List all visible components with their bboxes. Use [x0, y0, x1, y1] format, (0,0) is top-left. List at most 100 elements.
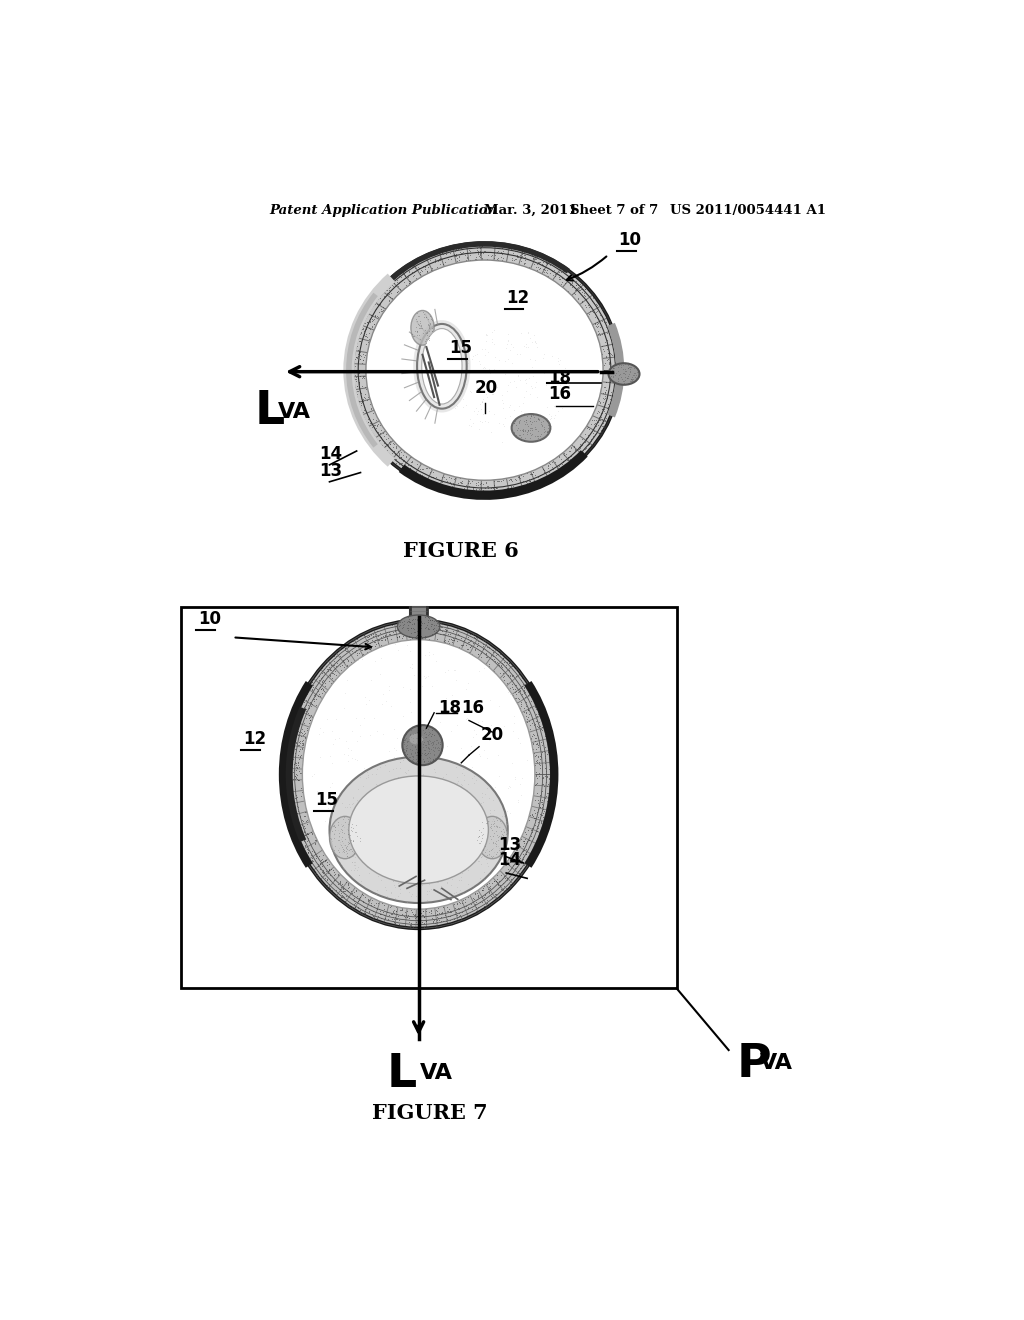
Point — [537, 421, 553, 442]
Point — [453, 471, 469, 492]
Point — [521, 368, 538, 389]
Point — [359, 843, 376, 865]
Point — [424, 676, 440, 697]
Point — [516, 429, 532, 450]
Point — [386, 444, 402, 465]
Point — [493, 246, 509, 267]
Point — [414, 726, 430, 747]
Point — [609, 374, 626, 395]
Point — [454, 799, 470, 820]
Point — [530, 411, 547, 432]
Point — [447, 628, 464, 649]
Point — [322, 878, 338, 899]
Point — [389, 792, 406, 813]
Point — [340, 876, 356, 898]
Point — [479, 855, 496, 876]
Point — [471, 833, 487, 854]
Point — [519, 477, 536, 498]
Point — [614, 358, 631, 379]
Point — [380, 908, 396, 929]
Point — [482, 246, 499, 267]
Point — [460, 841, 476, 862]
Point — [353, 322, 370, 343]
Point — [311, 665, 328, 686]
Point — [279, 777, 295, 799]
Point — [362, 635, 379, 656]
Point — [424, 319, 440, 341]
Point — [424, 801, 440, 822]
Point — [529, 256, 546, 277]
Point — [453, 851, 469, 873]
Point — [600, 321, 616, 342]
Point — [385, 622, 401, 643]
Point — [306, 763, 323, 784]
Point — [609, 374, 626, 395]
Point — [409, 830, 425, 851]
Point — [444, 631, 461, 652]
Point — [513, 249, 529, 271]
Point — [498, 656, 514, 677]
Point — [361, 900, 378, 921]
Point — [515, 836, 531, 857]
Point — [414, 809, 430, 830]
Point — [537, 467, 553, 488]
Point — [353, 392, 370, 413]
Point — [340, 824, 356, 845]
Point — [422, 730, 438, 751]
Point — [501, 375, 517, 396]
Point — [434, 480, 451, 502]
Point — [466, 772, 482, 793]
Point — [505, 337, 521, 358]
Point — [375, 793, 391, 814]
Point — [417, 618, 433, 639]
Point — [303, 850, 319, 871]
Point — [345, 630, 361, 651]
Point — [348, 347, 365, 368]
Point — [438, 244, 455, 265]
Point — [472, 486, 488, 507]
Point — [331, 826, 347, 847]
Point — [349, 791, 366, 812]
Point — [594, 298, 610, 319]
Point — [462, 408, 478, 429]
Point — [435, 789, 452, 810]
Point — [417, 263, 433, 284]
Point — [337, 796, 353, 817]
Point — [300, 840, 316, 861]
Point — [422, 306, 438, 327]
Point — [438, 909, 455, 931]
Point — [478, 845, 495, 866]
Point — [416, 751, 432, 772]
Point — [447, 479, 464, 500]
Point — [532, 246, 549, 267]
Point — [417, 644, 433, 665]
Point — [314, 859, 331, 880]
Point — [331, 644, 347, 665]
Point — [390, 774, 407, 795]
Point — [513, 668, 529, 689]
Point — [330, 665, 346, 686]
Point — [409, 628, 425, 649]
Point — [359, 626, 376, 647]
Point — [293, 725, 309, 746]
Point — [394, 450, 411, 471]
Point — [540, 808, 556, 829]
Point — [431, 249, 447, 271]
Point — [560, 457, 577, 478]
Point — [431, 242, 447, 263]
Point — [439, 632, 456, 653]
Point — [427, 248, 443, 269]
Point — [470, 635, 486, 656]
Point — [349, 649, 366, 671]
Point — [375, 912, 391, 933]
Point — [432, 711, 449, 733]
Point — [351, 830, 368, 851]
Point — [359, 890, 376, 911]
Point — [550, 347, 566, 368]
Point — [506, 412, 522, 433]
Point — [372, 903, 388, 924]
Point — [313, 855, 330, 876]
Point — [288, 787, 304, 808]
Point — [285, 735, 301, 756]
Point — [465, 413, 481, 434]
